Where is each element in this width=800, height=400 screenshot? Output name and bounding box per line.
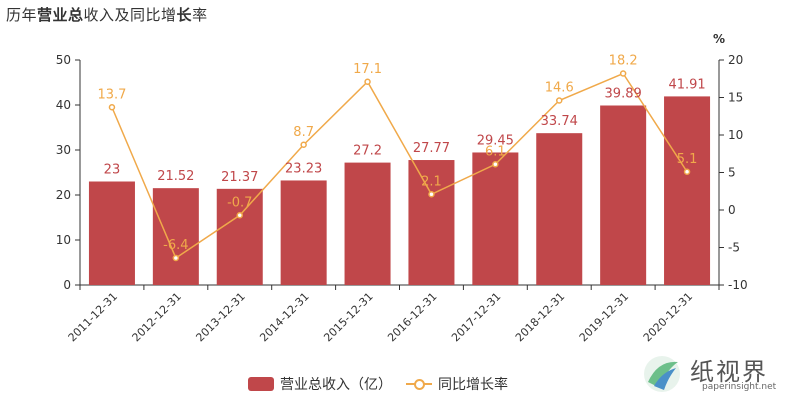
growth-rate-point — [364, 78, 371, 85]
growth-rate-label: 5.1 — [677, 152, 698, 167]
legend-label: 同比增长率 — [438, 377, 508, 393]
right-axis-tick-label: 5 — [728, 166, 736, 180]
left-axis-tick-label: 0 — [63, 278, 71, 292]
right-axis-tick-label: -10 — [728, 278, 748, 292]
revenue-bar — [344, 162, 391, 285]
revenue-bar-label: 27.2 — [353, 144, 382, 159]
legend-bar-swatch — [248, 377, 274, 391]
x-axis-tick-label: 2013-12-31 — [193, 290, 247, 344]
revenue-bar — [536, 133, 583, 285]
growth-rate-label: 2.1 — [421, 174, 442, 189]
growth-rate-point — [108, 104, 116, 111]
revenue-bar-label: 29.45 — [477, 133, 514, 148]
growth-rate-label: 8.7 — [293, 125, 314, 140]
right-axis-unit: % — [713, 32, 725, 46]
revenue-bar-label: 33.74 — [541, 114, 578, 129]
legend-item-revenue[interactable]: 营业总收入（亿） — [248, 374, 392, 394]
revenue-bar-label: 21.37 — [221, 170, 258, 185]
growth-rate-point — [428, 191, 435, 198]
left-axis-tick-label: 20 — [56, 188, 71, 202]
right-axis-tick-label: 20 — [728, 53, 743, 67]
x-axis-tick-label: 2012-12-31 — [130, 290, 184, 344]
title-part: 收入及同比增 — [83, 6, 177, 24]
growth-rate-label: 18.2 — [609, 54, 638, 69]
growth-rate-point — [172, 254, 180, 262]
legend-item-growth[interactable]: 同比增长率 — [406, 374, 508, 394]
growth-rate-label: 17.1 — [353, 62, 382, 77]
growth-rate-label: 14.6 — [545, 81, 574, 96]
revenue-bar — [88, 181, 135, 285]
revenue-bar — [152, 188, 199, 285]
growth-rate-label: 6.1 — [485, 144, 506, 159]
x-axis-tick-label: 2015-12-31 — [321, 290, 375, 344]
revenue-bar-label: 27.77 — [413, 141, 450, 156]
growth-rate-point — [236, 212, 243, 219]
revenue-bar — [216, 188, 263, 285]
x-axis-tick-label: 2018-12-31 — [513, 290, 567, 344]
revenue-bar — [664, 96, 711, 285]
chart-title: 历年营业总收入及同比增长率 — [6, 4, 208, 25]
watermark-text: 纸视界 — [690, 358, 768, 386]
revenue-bar-label: 23 — [104, 163, 121, 178]
right-axis-tick-label: 0 — [728, 203, 736, 217]
watermark-url: paperinsight.net — [702, 382, 777, 392]
growth-rate-label: -0.7 — [227, 195, 252, 210]
x-axis-tick-label: 2017-12-31 — [449, 290, 503, 344]
right-axis-tick-label: 15 — [728, 91, 743, 105]
title-part: 长 — [176, 6, 193, 24]
growth-rate-point — [683, 168, 691, 175]
growth-rate-point — [556, 97, 563, 104]
revenue-bar — [408, 160, 455, 285]
revenue-bar-label: 23.23 — [285, 161, 322, 176]
left-axis-tick-label: 30 — [56, 143, 71, 157]
left-axis-tick-label: 40 — [56, 98, 71, 112]
x-axis-tick-label: 2016-12-31 — [385, 290, 439, 344]
title-part: 历年 — [6, 6, 38, 24]
right-axis-tick-label: 10 — [728, 128, 743, 142]
growth-rate-label: 13.7 — [97, 87, 126, 102]
left-axis-tick-label: 50 — [56, 53, 71, 67]
chart-legend: 营业总收入（亿） 同比增长率 — [248, 374, 522, 394]
left-axis-tick-label: 10 — [56, 233, 71, 247]
revenue-bar-label: 39.89 — [605, 86, 642, 101]
x-axis-tick-label: 2019-12-31 — [577, 290, 631, 344]
right-axis-tick-label: -5 — [728, 241, 740, 255]
x-axis-tick-label: 2014-12-31 — [257, 290, 311, 344]
paperinsight-logo-icon — [644, 356, 680, 392]
growth-rate-label: -6.4 — [163, 238, 188, 253]
growth-rate-point — [619, 70, 627, 77]
legend-label: 营业总收入（亿） — [280, 377, 392, 393]
growth-rate-point — [300, 141, 307, 148]
legend-line-swatch — [406, 377, 432, 391]
growth-rate-point — [492, 161, 499, 168]
revenue-bar — [472, 152, 519, 285]
revenue-bar — [280, 180, 327, 285]
title-part: 营业总 — [37, 6, 84, 24]
growth-rate-line — [111, 72, 688, 260]
title-part: 率 — [192, 6, 208, 24]
x-axis-tick-label: 2011-12-31 — [66, 290, 120, 344]
revenue-bar — [600, 105, 647, 286]
x-axis-tick-label: 2020-12-31 — [641, 290, 695, 344]
watermark: 纸视界 paperinsight.net — [640, 352, 790, 398]
revenue-bar-label: 41.91 — [668, 77, 705, 92]
revenue-bar-label: 21.52 — [157, 169, 194, 184]
